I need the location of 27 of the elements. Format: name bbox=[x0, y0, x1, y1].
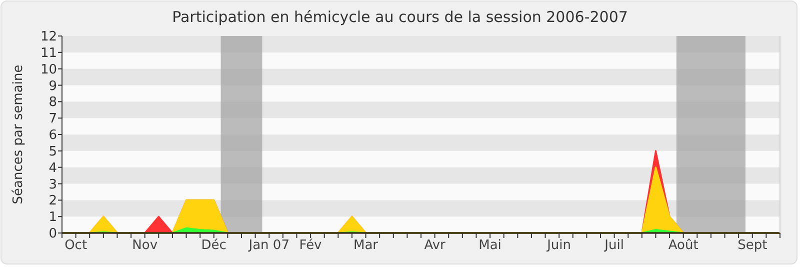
y-tick-label: 1 bbox=[48, 210, 57, 226]
x-tick-label: Jan 07 bbox=[248, 238, 290, 253]
y-tick-label: 4 bbox=[48, 160, 57, 176]
x-tick-label: Sept bbox=[738, 238, 768, 253]
x-tick-label: Déc bbox=[201, 238, 226, 253]
x-tick-label: Avr bbox=[424, 238, 446, 253]
x-tick-label: Juin bbox=[546, 238, 572, 253]
y-tick-label: 12 bbox=[40, 30, 57, 45]
y-tick-label: 8 bbox=[48, 95, 57, 110]
x-tick-label: Nov bbox=[132, 238, 158, 253]
x-tick-label: Mai bbox=[478, 238, 502, 253]
y-axis-title: Séances par semaine bbox=[11, 64, 26, 204]
y-tick-label: 10 bbox=[40, 62, 57, 78]
y-tick-label: 9 bbox=[48, 78, 57, 94]
y-tick-label: 7 bbox=[48, 112, 57, 127]
x-tick-label: Fév bbox=[299, 238, 322, 253]
y-tick-label: 0 bbox=[48, 226, 57, 242]
x-tick-label: Oct bbox=[64, 238, 88, 253]
y-tick-label: 5 bbox=[48, 144, 57, 160]
x-tick-label: Juil bbox=[604, 238, 624, 253]
y-tick-label: 2 bbox=[48, 194, 57, 209]
y-tick-label: 6 bbox=[48, 128, 57, 144]
x-tick-label: Août bbox=[668, 238, 698, 253]
chart-title: Participation en hémicycle au cours de la session 2006-2007 bbox=[172, 8, 628, 26]
y-tick-label: 3 bbox=[48, 177, 57, 192]
y-tick-label: 11 bbox=[40, 46, 57, 61]
x-tick-label: Mar bbox=[354, 238, 379, 253]
